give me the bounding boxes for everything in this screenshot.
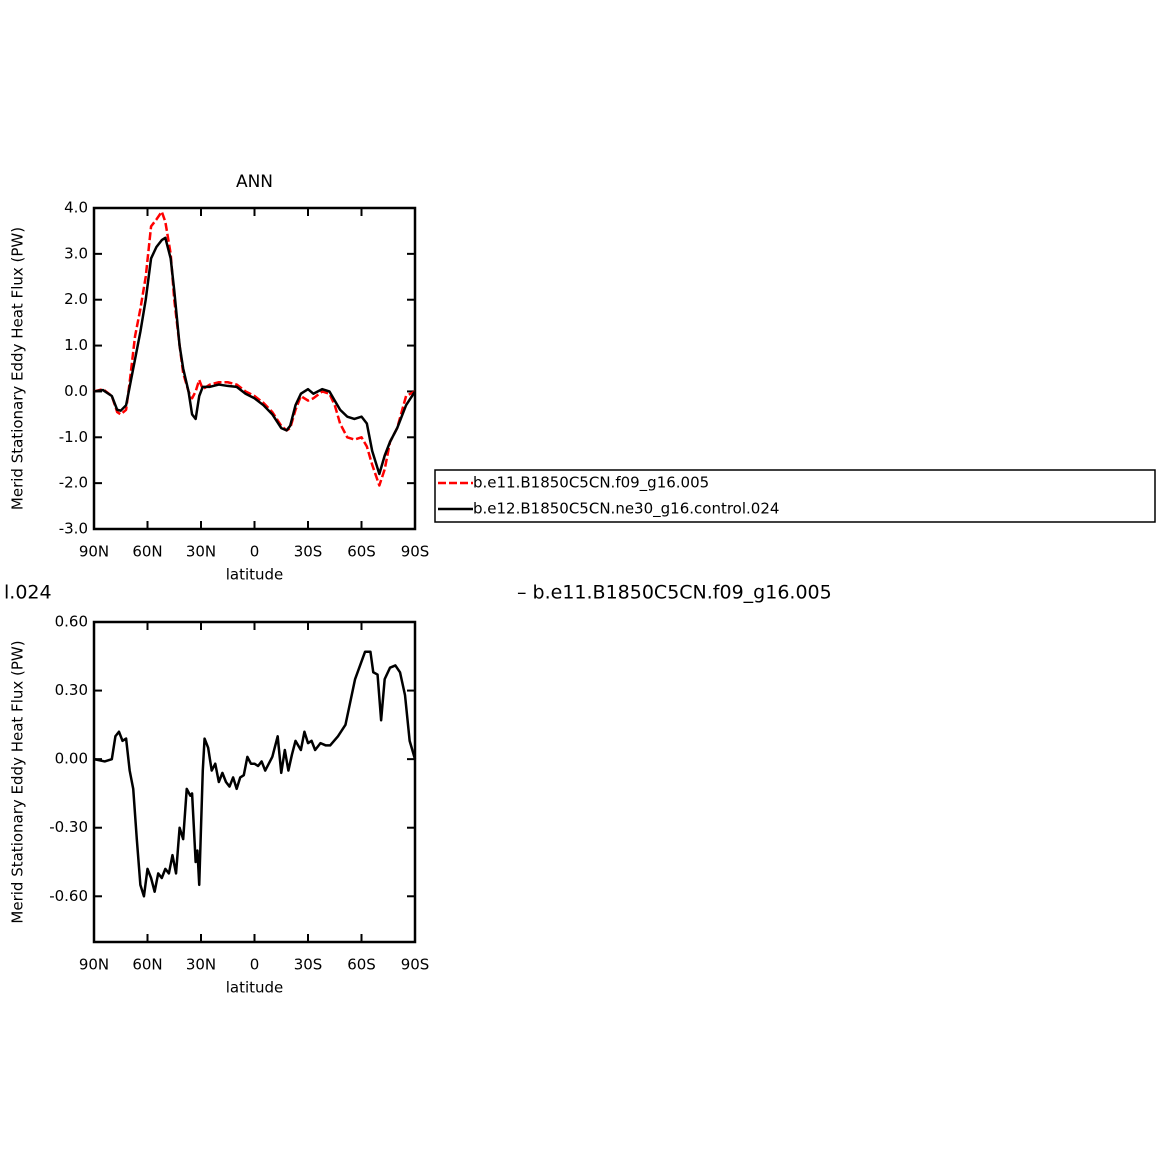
legend-label: b.e11.B1850C5CN.f09_g16.005 bbox=[473, 474, 709, 493]
subtitle-left: l.024 bbox=[4, 582, 52, 604]
x-tick-label: 30S bbox=[294, 543, 323, 561]
data-line bbox=[93, 210, 416, 487]
x-tick-label: 90S bbox=[401, 956, 430, 974]
x-tick-label: 60S bbox=[347, 543, 376, 561]
y-tick-label: 2.0 bbox=[64, 290, 88, 308]
y-tick-label: -0.30 bbox=[49, 818, 88, 836]
x-tick-label: 30N bbox=[186, 956, 216, 974]
y-tick-label: 4.0 bbox=[64, 199, 88, 217]
y-tick-label: 3.0 bbox=[64, 244, 88, 262]
legend-label: b.e12.B1850C5CN.ne30_g16.control.024 bbox=[473, 500, 779, 519]
x-tick-label: 90S bbox=[401, 543, 430, 561]
data-line bbox=[93, 650, 417, 898]
y-tick-label: -0.60 bbox=[49, 887, 88, 905]
x-tick-label: 0 bbox=[250, 543, 260, 561]
x-tick-label: 0 bbox=[250, 956, 260, 974]
y-axis-label: Merid Stationary Eddy Heat Flux (PW) bbox=[9, 227, 27, 510]
y-tick-label: 0.60 bbox=[55, 613, 88, 631]
x-tick-label: 90N bbox=[79, 956, 109, 974]
x-tick-label: 60S bbox=[347, 956, 376, 974]
y-tick-label: 0.30 bbox=[55, 681, 88, 699]
x-tick-label: 60N bbox=[132, 543, 162, 561]
y-tick-label: -3.0 bbox=[59, 520, 88, 538]
plot-frame bbox=[92, 206, 417, 531]
subtitle-right: – b.e11.B1850C5CN.f09_g16.005 bbox=[517, 582, 832, 604]
chart-title: ANN bbox=[236, 172, 273, 192]
x-axis-label: latitude bbox=[226, 979, 284, 997]
y-tick-label: 0.00 bbox=[55, 750, 88, 768]
x-axis-label: latitude bbox=[226, 566, 284, 584]
x-tick-label: 30N bbox=[186, 543, 216, 561]
x-tick-label: 60N bbox=[132, 956, 162, 974]
x-tick-label: 90N bbox=[79, 543, 109, 561]
legend-box bbox=[434, 469, 1156, 523]
y-tick-label: 0.0 bbox=[64, 382, 88, 400]
y-axis-label: Merid Stationary Eddy Heat Flux (PW) bbox=[9, 640, 27, 923]
x-tick-label: 30S bbox=[294, 956, 323, 974]
y-tick-label: -2.0 bbox=[59, 474, 88, 492]
y-tick-label: -1.0 bbox=[59, 428, 88, 446]
data-line bbox=[93, 236, 417, 476]
y-tick-label: 1.0 bbox=[64, 336, 88, 354]
